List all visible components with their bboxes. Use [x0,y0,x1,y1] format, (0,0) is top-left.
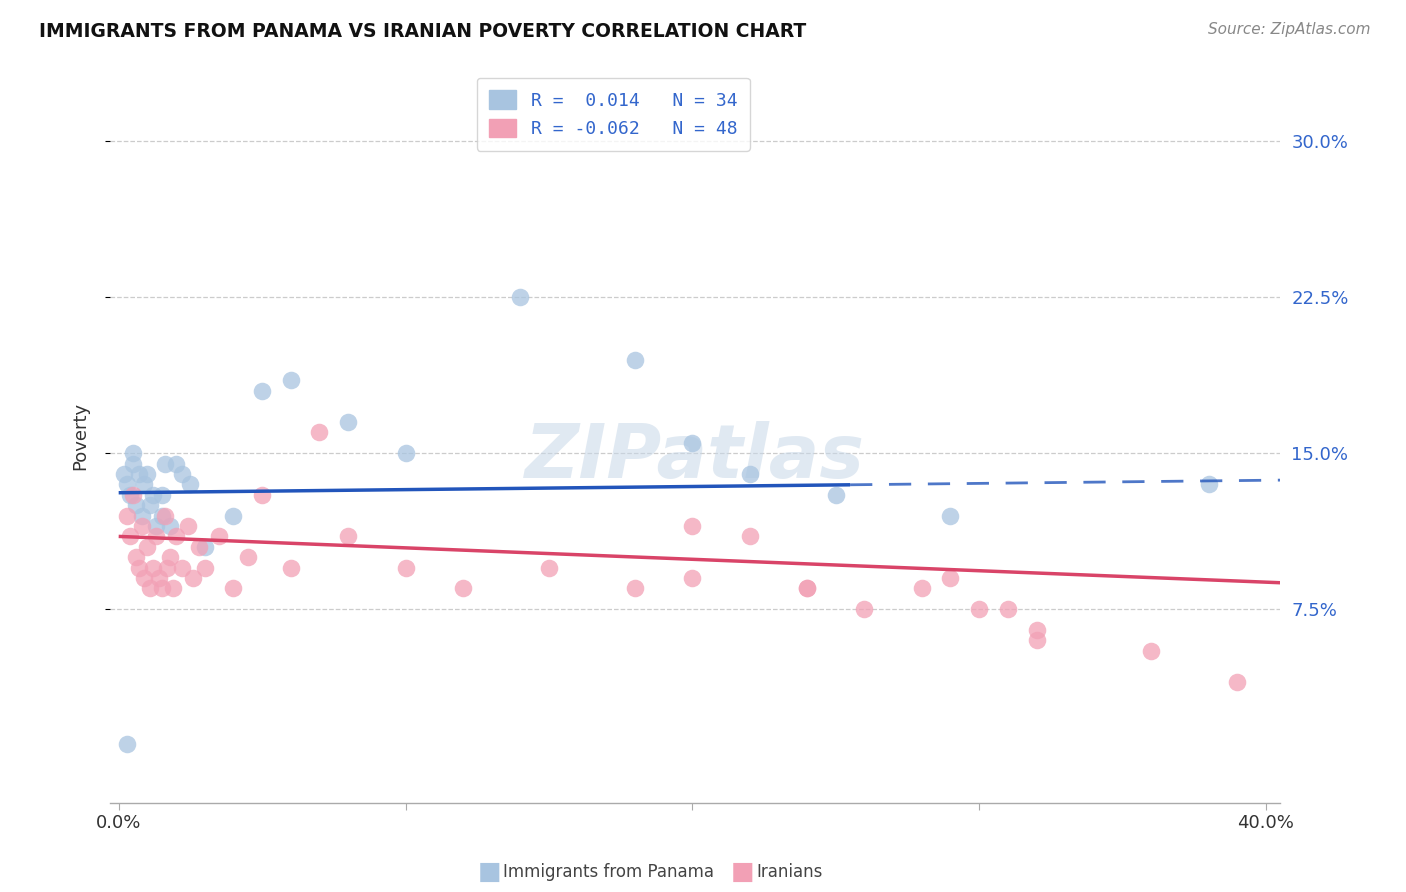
Point [681,519,703,533]
Point [250,488,273,502]
Point [142,560,165,574]
Point [179,477,201,491]
Text: ■: ■ [478,861,502,884]
Point [120,529,142,543]
Point [181,571,204,585]
Point [624,352,647,367]
Point [136,540,159,554]
Point [112,467,135,481]
Point [236,550,259,565]
Point [394,446,416,460]
Point [150,508,173,523]
Point [194,560,217,574]
Point [280,374,302,388]
Point [122,488,145,502]
Point [738,529,761,543]
Point [337,415,360,429]
Text: ZIPatlas: ZIPatlas [526,421,865,494]
Point [853,602,876,616]
Point [139,582,162,596]
Point [170,467,193,481]
Point [939,571,962,585]
Point [117,477,139,491]
Point [188,540,211,554]
Point [537,560,560,574]
Point [451,582,474,596]
Point [142,488,165,502]
Point [824,488,846,502]
Point [1025,633,1047,648]
Text: Source: ZipAtlas.com: Source: ZipAtlas.com [1208,22,1371,37]
Point [117,737,139,751]
Point [796,582,818,596]
Text: Immigrants from Panama: Immigrants from Panama [503,863,714,881]
Point [250,384,273,398]
Point [624,582,647,596]
Point [128,560,150,574]
Text: IMMIGRANTS FROM PANAMA VS IRANIAN POVERTY CORRELATION CHART: IMMIGRANTS FROM PANAMA VS IRANIAN POVERT… [39,22,807,41]
Point [165,457,187,471]
Point [738,467,761,481]
Point [159,550,181,565]
Point [222,508,245,523]
Point [159,519,181,533]
Point [222,582,245,596]
Point [131,508,153,523]
Point [145,519,167,533]
Point [1226,675,1249,690]
Y-axis label: Poverty: Poverty [72,401,89,469]
Point [150,488,173,502]
Point [280,560,302,574]
Point [120,488,142,502]
Point [911,582,934,596]
Point [176,519,198,533]
Point [1140,644,1163,658]
Point [148,571,170,585]
Point [394,560,416,574]
Point [208,529,231,543]
Point [150,582,173,596]
Point [156,560,179,574]
Point [145,529,167,543]
Point [796,582,818,596]
Point [125,498,148,512]
Point [153,457,176,471]
Point [153,508,176,523]
Point [337,529,360,543]
Point [967,602,990,616]
Point [681,571,703,585]
Point [139,498,162,512]
Point [997,602,1019,616]
Point [1198,477,1220,491]
Point [134,477,156,491]
Point [170,560,193,574]
Text: ■: ■ [731,861,755,884]
Point [162,582,184,596]
Text: Iranians: Iranians [756,863,823,881]
Legend: R =  0.014   N = 34, R = -0.062   N = 48: R = 0.014 N = 34, R = -0.062 N = 48 [477,78,749,151]
Point [939,508,962,523]
Point [165,529,187,543]
Point [125,550,148,565]
Point [509,290,531,304]
Point [136,467,159,481]
Point [122,457,145,471]
Point [194,540,217,554]
Point [117,508,139,523]
Point [128,467,150,481]
Point [681,435,703,450]
Point [134,571,156,585]
Point [131,519,153,533]
Point [122,446,145,460]
Point [308,425,330,440]
Point [1025,623,1047,637]
